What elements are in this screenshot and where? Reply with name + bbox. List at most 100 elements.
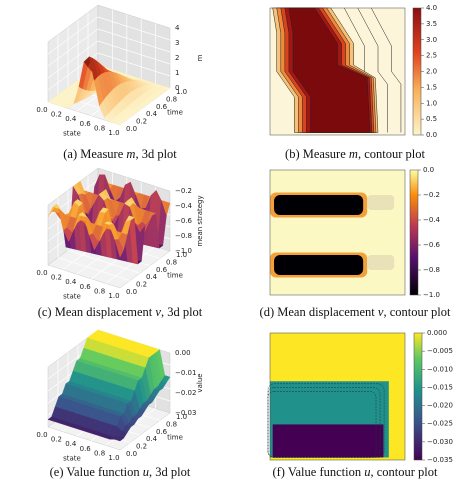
caption-var: u	[143, 465, 149, 479]
colorbar-tick-label: −0.035	[427, 456, 453, 464]
y-tick-label: 0.8	[166, 258, 177, 266]
z-tick-label: 0	[175, 84, 179, 92]
z-axis-label: m	[196, 54, 204, 61]
colorbar-tick-label: 2.5	[426, 52, 437, 60]
contour-region	[274, 195, 364, 215]
y-tick-label: 0.0	[126, 450, 137, 458]
colorbar-tick-label: 0.5	[426, 115, 437, 123]
surface-patch	[114, 239, 124, 258]
y-tick-label: 0.6	[156, 266, 168, 274]
y-tick-label: 0.8	[166, 420, 177, 428]
pane-grid	[47, 40, 99, 79]
x-tick-label: 0.4	[65, 440, 77, 448]
x-tick-label: 0.2	[51, 274, 62, 282]
caption-suffix: , contour plot	[371, 465, 439, 479]
surface-patch	[114, 120, 125, 126]
colorbar-tick-label: −0.015	[427, 383, 453, 391]
caption: (b) Measure m, contour plot	[285, 147, 425, 161]
x-tick-label: 1.0	[108, 292, 119, 300]
z-tick-label: 3	[175, 39, 179, 47]
pane-grid	[97, 16, 171, 41]
x-tick-label: 1.0	[108, 454, 119, 462]
y-tick-label: 0.6	[156, 103, 168, 111]
colorbar-tick-label: −0.030	[427, 438, 453, 446]
caption-var: m	[349, 147, 358, 161]
colorbar-tick-label: −0.005	[427, 347, 453, 355]
contour-line	[371, 7, 402, 133]
contour-band	[288, 7, 371, 133]
x-axis-label: state	[63, 455, 81, 463]
pane-grid	[97, 28, 171, 53]
y-tick-label: 0.8	[166, 95, 177, 103]
z-tick-label: −0.02	[175, 389, 196, 397]
z-tick-label: −0.03	[175, 409, 196, 417]
caption-suffix: , contour plot	[358, 147, 426, 161]
y-tick-label: 0.4	[146, 273, 158, 281]
caption: (f) Value function u, contour plot	[272, 465, 438, 479]
x-tick-label: 0.6	[80, 120, 92, 128]
colorbar-tick-label: 1.5	[426, 83, 437, 91]
caption-prefix: (b) Measure	[285, 147, 349, 161]
caption-prefix: (e) Value function	[50, 465, 143, 479]
pane-grid	[57, 257, 131, 281]
y-tick-label: 0.6	[156, 428, 168, 436]
colorbar-tick-label: −0.025	[427, 420, 453, 428]
y-tick-label: 1.0	[176, 251, 187, 259]
y-axis-label: time	[167, 434, 183, 442]
colorbar-tick-label: 0.0	[426, 131, 437, 139]
colorbar	[412, 7, 422, 136]
x-tick-label: 0.0	[36, 269, 47, 277]
caption: (d) Mean displacement v, contour plot	[260, 305, 451, 319]
panel: (c) Mean displacement v, 3d plot0.00.20.…	[36, 167, 204, 319]
y-tick-label: 0.2	[136, 281, 147, 289]
colorbar-tick-label: 3.5	[426, 20, 437, 28]
y-axis-label: time	[167, 109, 183, 117]
y-axis-label: time	[167, 272, 183, 280]
x-tick-label: 0.4	[65, 115, 77, 123]
y-tick-label: 0.4	[146, 435, 158, 443]
caption-suffix: , 3d plot	[135, 147, 177, 161]
contour-line	[267, 391, 377, 458]
y-tick-label: 0.2	[136, 118, 147, 126]
contour-line	[357, 7, 388, 133]
caption-var: v	[378, 305, 384, 319]
plot-frame	[269, 7, 406, 136]
contour-region	[272, 424, 384, 458]
caption: (e) Value function u, 3d plot	[50, 465, 191, 479]
x-axis-label: state	[63, 293, 81, 301]
z-tick-label: −0.4	[175, 202, 193, 210]
surface-patch	[114, 436, 125, 442]
colorbar-tick-label: −0.2	[423, 191, 440, 199]
colorbar-tick-label: 1.0	[426, 99, 437, 107]
caption-prefix: (f) Value function	[272, 465, 364, 479]
contour-region	[274, 255, 364, 275]
z-axis-label: mean strategy	[196, 195, 204, 246]
z-tick-label: −0.01	[175, 369, 196, 377]
plot-frame	[269, 332, 406, 461]
x-tick-label: 0.4	[65, 278, 77, 286]
z-tick-label: 4	[175, 24, 180, 32]
colorbar-tick-label: −0.6	[423, 241, 441, 249]
caption-suffix: , contour plot	[383, 305, 451, 319]
x-tick-label: 0.2	[51, 436, 62, 444]
colorbar-tick-label: 0.0	[423, 166, 434, 174]
caption-suffix: , 3d plot	[161, 305, 203, 319]
x-tick-label: 0.6	[80, 283, 92, 291]
z-tick-label: −0.8	[175, 232, 192, 240]
contour-region	[367, 255, 395, 270]
z-tick-label: 1	[175, 69, 179, 77]
pane-grid	[97, 40, 171, 65]
y-tick-label: 0.4	[146, 110, 158, 118]
colorbar-tick-label: −0.020	[427, 402, 453, 410]
y-tick-label: 0.0	[126, 288, 137, 296]
x-tick-label: 0.6	[80, 445, 92, 453]
z-tick-label: 0.00	[175, 349, 191, 357]
panel: (f) Value function u, contour plot−0.035…	[267, 329, 453, 479]
caption: (a) Measure m, 3d plot	[63, 147, 177, 161]
colorbar-tick-label: −0.4	[423, 216, 441, 224]
colorbar-tick-label: 3.0	[426, 36, 437, 44]
colorbar-tick-label: −1.0	[423, 291, 440, 299]
x-tick-label: 0.8	[94, 124, 105, 132]
pane-grid	[105, 246, 156, 284]
pane-grid	[67, 249, 141, 274]
